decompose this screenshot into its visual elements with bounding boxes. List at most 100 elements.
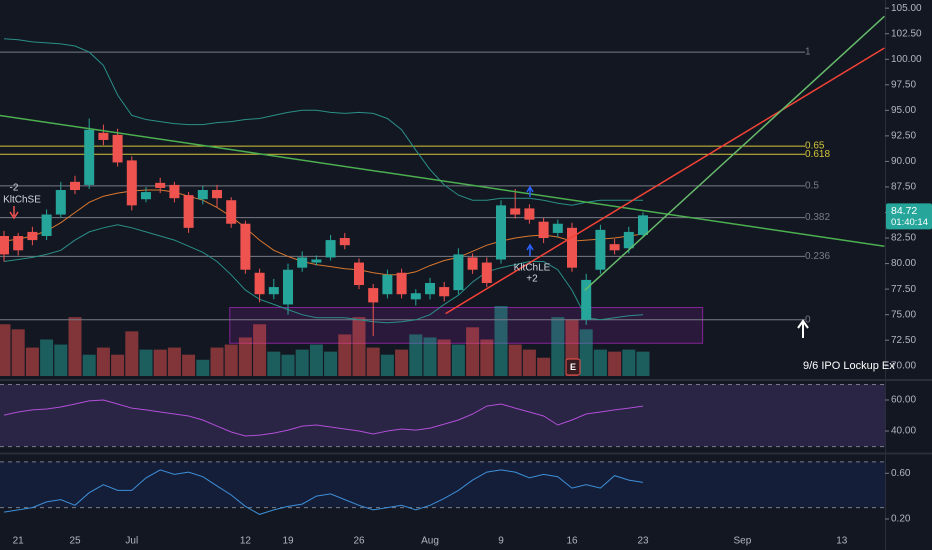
candle-body [141, 192, 151, 200]
last-price-label: 84.72 [891, 205, 917, 217]
signal-arrow [526, 185, 534, 197]
volume-bar [537, 357, 551, 376]
volume-bar [25, 347, 39, 376]
candle-body [638, 215, 648, 235]
candle-body [510, 208, 521, 215]
oscillator-pane [0, 461, 885, 515]
fib-label: 0 [805, 314, 811, 325]
volume-bar [508, 344, 522, 376]
candle-body [524, 208, 535, 220]
volume-bar [54, 344, 68, 376]
candle-body [354, 262, 364, 286]
candle-body [169, 184, 180, 199]
y-tick-label: 75.00 [891, 309, 916, 320]
candle-body [410, 293, 421, 300]
volume-bar [139, 349, 153, 376]
earnings-label: E [570, 362, 576, 372]
signal-count: -2 [10, 183, 19, 194]
volume-bar [593, 349, 607, 376]
trendline [584, 15, 885, 291]
volume-bar [551, 317, 565, 376]
indicator-line [3, 38, 643, 206]
volume-bar [451, 344, 465, 376]
candle-body [0, 235, 9, 255]
volume-bar [182, 354, 196, 376]
candle-body [567, 227, 577, 268]
fib-label: 0.382 [805, 212, 830, 223]
volume-bar [380, 354, 394, 376]
candle-body [183, 195, 194, 228]
volume-bar [224, 344, 238, 376]
y-tick-label: 70.00 [891, 360, 916, 371]
volume-bar [11, 329, 25, 376]
candle-body [197, 190, 208, 200]
axes: 70.0072.5075.0077.5080.0082.5085.0087.50… [13, 3, 932, 547]
oscillator-pane [0, 383, 885, 448]
fib-label: 0.5 [805, 181, 819, 192]
candle-body [538, 221, 549, 239]
earnings-marker[interactable] [565, 358, 581, 376]
x-tick-label: Jul [125, 536, 138, 547]
candle-body [112, 134, 123, 163]
y-tick-label: 87.50 [891, 182, 916, 193]
x-tick-label: 16 [566, 536, 578, 547]
candle-body [425, 282, 435, 295]
candle-body [297, 257, 308, 268]
volume-bar [352, 317, 366, 376]
volume-bar [210, 347, 224, 376]
x-tick-label: 13 [836, 536, 848, 547]
indicator-line [3, 224, 644, 324]
y-tick-label: 77.50 [891, 284, 916, 295]
y-tick-label: 105.00 [891, 3, 922, 14]
fib-label: 0.65 [805, 141, 825, 152]
y-tick-label: 92.50 [891, 131, 916, 142]
signal-arrow [9, 206, 19, 220]
volume-bar [608, 351, 622, 376]
oscillator-line [3, 399, 644, 437]
signal-label: KltChSE [3, 195, 41, 206]
x-tick-label: 25 [69, 536, 81, 547]
volume-bar [167, 347, 181, 376]
volume-bar [622, 349, 636, 376]
volume-bar [153, 349, 167, 376]
volume-bar [253, 324, 267, 376]
volume-bar [636, 351, 650, 376]
countdown-label: 01:40:14 [891, 217, 928, 228]
x-tick-label: 12 [240, 536, 252, 547]
volume-bar [366, 347, 380, 376]
candle-body [126, 160, 137, 206]
candle-body [27, 231, 38, 241]
volume-bar [395, 349, 409, 376]
y-tick-label: 72.50 [891, 335, 916, 346]
candle-body [254, 272, 265, 295]
volume-bar [96, 347, 110, 376]
candle-body [339, 238, 350, 246]
candle-body [481, 262, 492, 283]
volume-bar [324, 351, 338, 376]
candle-body [581, 279, 592, 320]
candle-body [368, 288, 379, 303]
candle-body [55, 190, 66, 215]
volume-bar [125, 331, 139, 376]
candle-body [226, 200, 237, 224]
volume-bar [579, 329, 593, 376]
signal-arrow [526, 243, 534, 256]
y-tick-label: 80.00 [891, 258, 916, 269]
candle-body [595, 229, 606, 270]
fib-label: 0.618 [805, 149, 830, 160]
y-tick-label: 40.00 [891, 426, 916, 437]
volume-bar [494, 306, 508, 376]
volume-bar [267, 351, 281, 376]
volume-bar [196, 359, 210, 376]
annotations: -2 KltChSE KltChLE +2 E 9/6 IPO Lockup E… [3, 47, 895, 376]
x-tick-label: 19 [282, 536, 294, 547]
fib-label: 1 [805, 47, 811, 58]
candle-body [41, 214, 52, 236]
volume-bar [466, 327, 480, 376]
candle-body [623, 231, 634, 249]
y-tick-label: 95.00 [891, 105, 916, 116]
volume-bar [437, 339, 451, 376]
